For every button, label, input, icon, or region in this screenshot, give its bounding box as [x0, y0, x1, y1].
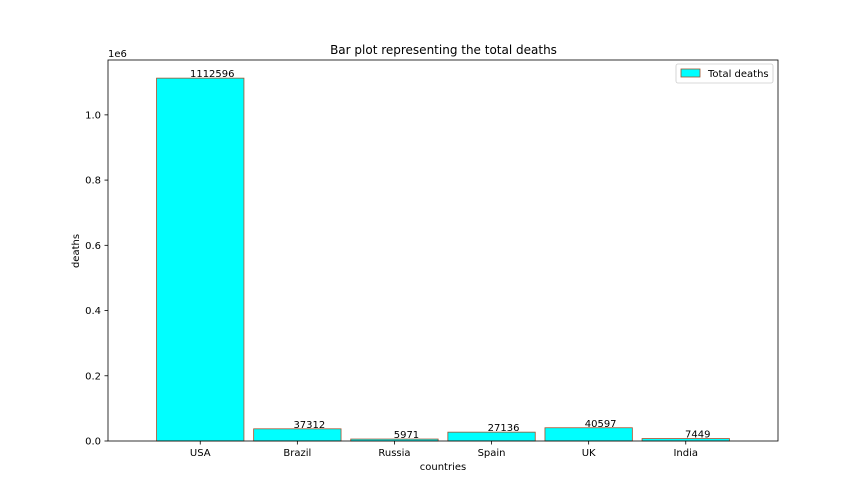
y-tick-label: 1.0	[85, 110, 101, 121]
x-tick-label-russia: Russia	[378, 448, 410, 459]
x-tick-label-india: India	[673, 448, 698, 459]
y-tick-label: 0.8	[85, 176, 101, 187]
x-axis-label: countries	[420, 462, 466, 473]
y-axis-label: deaths	[71, 234, 82, 268]
x-tick-label-uk: UK	[582, 448, 596, 459]
data-label-spain: 27136	[488, 423, 520, 434]
data-label-brazil: 37312	[293, 420, 325, 431]
y-axis: 0.0 0.2 0.4 0.6 0.8 1.0	[85, 110, 108, 448]
y-tick-label: 0.6	[85, 241, 101, 252]
x-tick-label-brazil: Brazil	[283, 448, 311, 459]
data-labels-group: 1112596 37312 5971 27136 40597 7449	[190, 69, 711, 441]
legend: Total deaths	[675, 63, 774, 84]
y-tick-label: 0.2	[85, 371, 101, 382]
x-tick-label-spain: Spain	[478, 448, 506, 459]
bars-group	[156, 77, 730, 442]
data-label-uk: 40597	[585, 419, 617, 430]
y-tick-label: 0.0	[85, 437, 101, 448]
y-tick-label: 0.4	[85, 306, 101, 317]
data-label-india: 7449	[685, 430, 710, 441]
legend-label: Total deaths	[707, 69, 769, 80]
data-label-russia: 5971	[394, 430, 419, 441]
chart-title: Bar plot representing the total deaths	[330, 43, 557, 57]
bar-usa	[156, 77, 245, 442]
data-label-usa: 1112596	[190, 69, 235, 80]
legend-swatch	[680, 68, 701, 78]
plot-frame	[107, 59, 779, 442]
x-axis: USA Brazil Russia Spain UK India	[190, 441, 698, 459]
y-offset-text: 1e6	[108, 49, 127, 60]
x-tick-label-usa: USA	[190, 448, 211, 459]
